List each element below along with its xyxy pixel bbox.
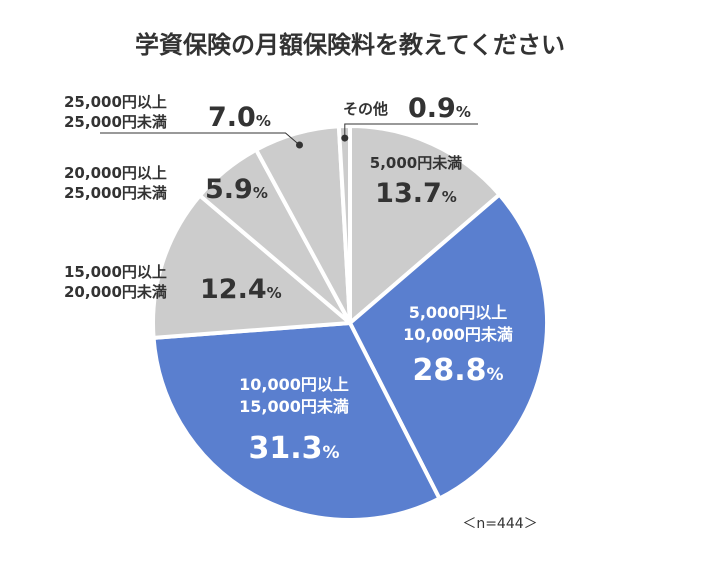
- slice-category-label: 15,000円以上: [64, 263, 167, 281]
- pie-slice-15000_20000: [151, 193, 352, 340]
- pie-slices: [151, 123, 549, 522]
- leader-line: [100, 132, 300, 146]
- slice-category-label: 5,000円未満: [370, 154, 462, 172]
- slice-category-label: 20,000円以上: [64, 164, 167, 182]
- slice-category-label: 15,000円未満: [239, 397, 349, 416]
- slice-category-label: 10,000円以上: [239, 375, 349, 394]
- slice-category-label: 25,000円未満: [64, 113, 167, 131]
- pie-slice-10000_15000: [151, 321, 442, 522]
- pie-slice-lt5000: [348, 124, 502, 325]
- slice-labels: 5,000円未満 13.7% 5,000円以上 10,000円未満 28.8% 10,00…: [64, 93, 513, 466]
- slice-category-label: 10,000円未満: [403, 325, 513, 344]
- pie-slice-5000_10000: [348, 192, 549, 501]
- leader-line: [344, 123, 478, 139]
- slice-value-label: 12.4%: [200, 274, 282, 305]
- slice-category-label: 20,000円未満: [64, 283, 167, 301]
- slice-value-label: 0.9%: [408, 93, 471, 124]
- slice-value-label: 5.9%: [205, 174, 268, 205]
- slice-category-label: 25,000円未満: [64, 184, 167, 202]
- slice-value-label: 28.8%: [412, 353, 503, 388]
- slice-value-label: 7.0%: [208, 102, 271, 133]
- sample-size-label: ＜n=444＞: [462, 516, 537, 532]
- slice-value-label: 13.7%: [375, 178, 457, 209]
- slice-value-label: 31.3%: [248, 431, 339, 466]
- slice-category-label: 25,000円以上: [64, 93, 167, 111]
- slice-category-label: 5,000円以上: [409, 303, 508, 322]
- slice-category-label: その他: [343, 100, 388, 118]
- chart-title: 学資保険の月額保険料を教えてください: [135, 31, 565, 59]
